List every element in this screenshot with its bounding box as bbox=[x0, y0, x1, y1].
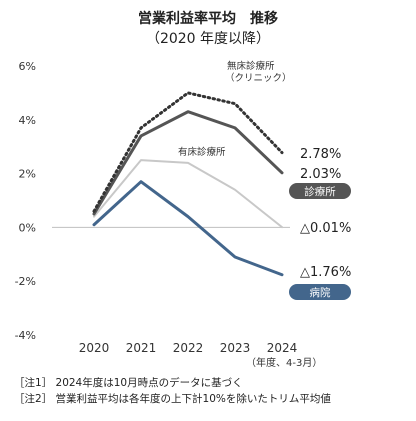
series-badge bbox=[289, 183, 351, 199]
chart-subtitle: （2020 年度以降） bbox=[145, 31, 271, 47]
end-value-label: 2.03% bbox=[300, 167, 341, 182]
series-label-clinic-with-bed: 有床診療所 bbox=[178, 146, 226, 158]
end-value-label: 2.78% bbox=[300, 147, 341, 162]
end-value-label: △0.01% bbox=[300, 221, 351, 236]
series-line bbox=[93, 159, 283, 229]
footnote-2: ［注2］ 営業利益平均は各年度の上下計10%を除いたトリム平均値 bbox=[14, 393, 331, 405]
y-tick-label: -4% bbox=[15, 329, 36, 342]
y-tick-label: 4% bbox=[19, 114, 36, 127]
x-axis-unit-label: （年度、4-3月） bbox=[246, 356, 322, 369]
series-line bbox=[92, 91, 284, 213]
chart-title: 営業利益率平均 推移 bbox=[138, 11, 278, 27]
y-tick-label: 6% bbox=[19, 60, 36, 73]
x-tick-label: 2023 bbox=[220, 341, 251, 355]
x-tick-label: 2020 bbox=[79, 341, 110, 355]
y-tick-label: 2% bbox=[19, 168, 36, 181]
x-tick-label: 2024 bbox=[267, 341, 298, 355]
series-badge-label: 病院 bbox=[310, 286, 331, 299]
y-tick-label: 0% bbox=[19, 221, 36, 234]
series-line bbox=[92, 110, 284, 216]
series-badge bbox=[289, 284, 351, 300]
x-tick-label: 2022 bbox=[173, 341, 204, 355]
series-label-clinic-no-bed: 無床診療所 bbox=[227, 60, 275, 72]
x-axis-ticks: 2020 2021 2022 2023 2024 bbox=[79, 341, 298, 355]
end-value-label: △1.76% bbox=[300, 265, 351, 280]
series-lines bbox=[92, 91, 284, 277]
y-axis-ticks: 6% 4% 2% 0% -2% -4% bbox=[15, 60, 36, 342]
series-line bbox=[92, 180, 284, 277]
series-badge-label: 診療所 bbox=[304, 185, 336, 198]
footnote-1: ［注1］ 2024年度は10月時点のデータに基づく bbox=[14, 377, 243, 389]
x-tick-label: 2021 bbox=[126, 341, 157, 355]
annotations: 無床診療所（クリニック） 有床診療所 2.78% 2.03% △0.01% △1.76% 診… bbox=[178, 60, 351, 300]
y-tick-label: -2% bbox=[15, 275, 36, 288]
series-label-clinic-no-bed: （クリニック） bbox=[225, 72, 292, 84]
